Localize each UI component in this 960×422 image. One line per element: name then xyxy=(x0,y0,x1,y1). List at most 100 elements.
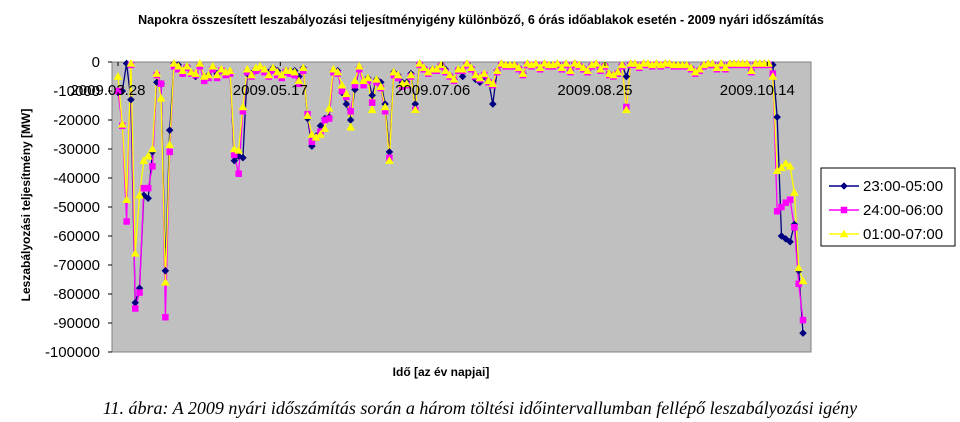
data-point xyxy=(294,76,304,85)
y-tick-label: -30000 xyxy=(53,141,100,158)
data-point xyxy=(277,70,287,79)
data-point xyxy=(247,70,256,79)
data-point xyxy=(346,122,356,131)
data-point xyxy=(716,58,726,67)
data-point xyxy=(777,163,786,172)
data-point xyxy=(235,170,242,177)
legend-label: 01:00-07:00 xyxy=(863,226,943,243)
data-point xyxy=(682,60,692,69)
x-tick-label: 2009.10.14 xyxy=(720,82,795,99)
y-tick-label: -20000 xyxy=(53,112,100,129)
data-point xyxy=(578,63,588,72)
data-point xyxy=(746,66,756,74)
data-point xyxy=(596,64,605,73)
data-point xyxy=(320,124,330,132)
legend-marker xyxy=(839,229,849,238)
data-point xyxy=(561,58,571,67)
data-point xyxy=(406,70,416,79)
data-point xyxy=(509,60,519,69)
data-point xyxy=(316,129,325,138)
data-point xyxy=(135,190,144,199)
data-point xyxy=(363,73,373,82)
data-point xyxy=(212,70,222,79)
x-axis-label: Idő [az év napjai] xyxy=(393,365,490,379)
data-point xyxy=(462,58,472,67)
data-point xyxy=(123,218,130,225)
data-point xyxy=(471,70,481,79)
data-point xyxy=(230,156,239,165)
data-point xyxy=(113,71,123,80)
data-point xyxy=(139,156,149,164)
data-point xyxy=(325,115,333,122)
data-point xyxy=(166,148,173,156)
data-point xyxy=(234,145,244,154)
data-point xyxy=(144,194,153,203)
data-point xyxy=(630,58,640,67)
data-point xyxy=(781,158,791,167)
data-point xyxy=(173,61,183,70)
data-point xyxy=(136,289,143,296)
data-point xyxy=(303,111,312,119)
data-point xyxy=(182,61,192,70)
data-point xyxy=(742,58,752,67)
y-tick-label: -70000 xyxy=(53,257,100,274)
data-point xyxy=(225,66,235,74)
data-point xyxy=(165,126,174,135)
data-point xyxy=(432,64,442,73)
y-tick-label: -40000 xyxy=(53,170,100,187)
data-point xyxy=(557,63,567,72)
data-point xyxy=(393,70,403,79)
data-point xyxy=(445,70,455,79)
data-point xyxy=(117,119,127,128)
data-point xyxy=(402,79,412,87)
data-point xyxy=(160,277,170,286)
data-point xyxy=(122,195,132,203)
data-point xyxy=(518,69,528,77)
data-point xyxy=(415,58,425,67)
data-point xyxy=(152,69,162,77)
y-tick-label: -60000 xyxy=(53,228,100,245)
x-axis: 2009.03.28 2009.05.17 2009.07.06 2009.08.25… xyxy=(70,62,795,99)
data-point xyxy=(208,61,218,70)
data-point xyxy=(216,64,226,73)
data-point xyxy=(130,248,140,257)
data-point xyxy=(272,67,282,76)
data-point xyxy=(380,102,390,111)
data-point xyxy=(268,63,278,72)
data-point xyxy=(156,93,166,102)
data-point xyxy=(574,60,584,69)
data-point xyxy=(255,61,265,70)
data-point xyxy=(773,113,782,121)
data-point xyxy=(307,129,317,138)
data-point xyxy=(341,89,351,98)
data-point xyxy=(591,58,601,67)
data-point xyxy=(191,69,200,77)
data-point xyxy=(239,153,247,162)
chart-title: Napokra összesített leszabályozási telje… xyxy=(138,13,824,27)
data-point xyxy=(622,72,631,81)
data-point xyxy=(384,156,394,164)
data-point xyxy=(789,187,799,196)
data-point xyxy=(114,87,122,95)
chart: Napokra összesített leszabályozási telje… xyxy=(19,13,956,379)
data-point xyxy=(440,66,450,74)
data-point xyxy=(514,63,524,72)
data-point xyxy=(328,64,338,73)
legend-marker xyxy=(840,206,848,214)
y-tick-label: -50000 xyxy=(53,199,100,216)
data-point xyxy=(126,58,136,67)
data-point xyxy=(695,64,705,73)
series-markers xyxy=(113,58,808,338)
y-tick-label: 0 xyxy=(92,54,100,71)
data-point xyxy=(773,208,781,215)
data-point xyxy=(488,79,498,87)
data-point xyxy=(721,63,730,72)
x-tick-label: 2009.03.28 xyxy=(70,82,145,99)
data-point xyxy=(372,74,381,83)
data-point xyxy=(260,64,269,73)
data-point xyxy=(308,138,316,145)
data-point xyxy=(565,66,575,74)
y-tick-label: -10000 xyxy=(53,83,100,100)
data-point xyxy=(342,100,351,108)
data-point xyxy=(621,105,631,114)
